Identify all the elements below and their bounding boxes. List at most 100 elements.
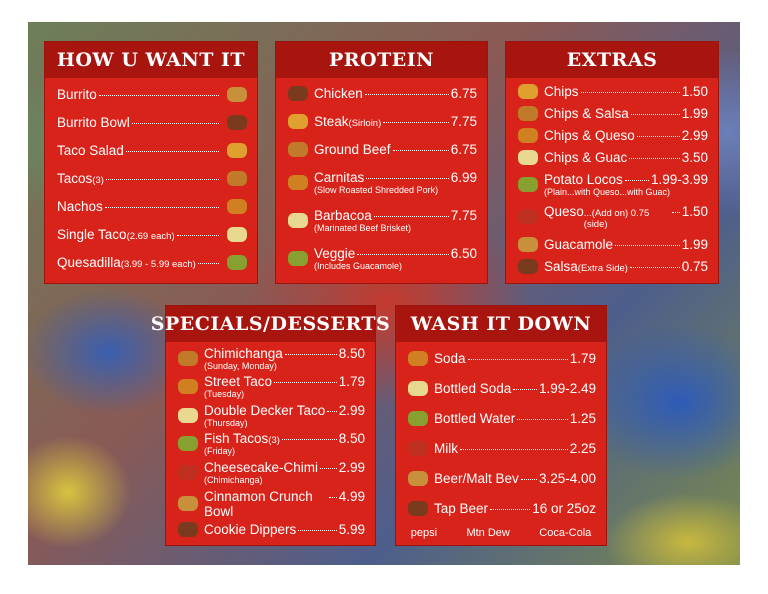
menu-item: Chips 1.50 <box>518 83 708 99</box>
item-text: Chips 1.50 <box>544 84 708 99</box>
item-price: 7.75 <box>450 207 477 223</box>
menu-item: Milk 2.25 <box>408 440 596 456</box>
food-icon <box>408 351 428 367</box>
item-price: 2.25 <box>569 440 596 456</box>
item-line: Single Taco (2.69 each) <box>57 227 221 242</box>
item-name: Milk <box>434 440 458 456</box>
dot-leader <box>629 266 680 268</box>
food-icon <box>288 174 308 190</box>
dot-leader <box>615 244 680 246</box>
panel-title: PROTEIN <box>276 42 487 78</box>
item-name: Bottled Soda <box>434 381 512 397</box>
item-name: Veggie <box>314 245 356 261</box>
item-name: Beer/Malt Bev <box>434 470 519 486</box>
item-text: Bottled Soda 1.99-2.49 <box>434 381 596 396</box>
food-icon <box>518 83 538 99</box>
item-price: 2.99 <box>338 460 365 476</box>
item-line: Cinnamon Crunch Bowl 4.99 <box>204 489 365 519</box>
item-text: Cheesecake-Chimi 2.99 (Chimichanga) <box>204 460 365 485</box>
menu-panel: WASH IT DOWN Soda 1.79 Bottled Soda 1.99-2.4… <box>396 306 606 545</box>
food-icon <box>178 496 198 512</box>
item-name: Burrito Bowl <box>57 114 130 130</box>
item-price: 6.75 <box>450 142 477 158</box>
dot-leader <box>298 530 337 532</box>
item-text: Double Decker Taco 2.99 (Thursday) <box>204 403 365 428</box>
food-icon <box>178 379 198 395</box>
item-price: 2.99 <box>338 402 365 418</box>
item-line: Chimichanga 8.50 <box>204 346 365 361</box>
food-icon <box>178 407 198 423</box>
menu-item: Veggie 6.50 (Includes Guacamole) <box>288 246 477 271</box>
item-line: Nachos <box>57 199 221 214</box>
item-name: Nachos <box>57 199 103 215</box>
menu-item: Ground Beef 6.75 <box>288 142 477 158</box>
brand-logo: pepsi <box>410 527 438 539</box>
item-line: Guacamole 1.99 <box>544 237 708 252</box>
item-name: Salsa <box>544 258 578 274</box>
item-line: Tap Beer 16 or 25oz <box>434 501 596 516</box>
item-note: (Friday) <box>204 446 235 457</box>
dot-leader <box>328 496 337 498</box>
item-text: Queso ...(Add on) 0.75 (side) 1.50 <box>544 204 708 230</box>
item-text: Burrito <box>57 87 221 102</box>
item-note: (Plain...with Queso...with Guac) <box>544 186 671 197</box>
item-name: Bottled Water <box>434 411 516 427</box>
item-name: Chips & Guac <box>544 149 628 165</box>
item-name: Barbacoa <box>314 207 372 223</box>
menu-item: Cinnamon Crunch Bowl 4.99 <box>178 489 365 519</box>
item-price: 1.79 <box>569 351 596 367</box>
menu-item: Carnitas 6.99 (Slow Roasted Shredded Pork) <box>288 170 477 195</box>
item-price: 1.25 <box>569 411 596 427</box>
food-icon <box>227 227 247 243</box>
dot-leader <box>284 353 337 355</box>
panel-title: WASH IT DOWN <box>396 306 606 342</box>
dot-leader <box>327 410 337 412</box>
menu-item: Bottled Water 1.25 <box>408 411 596 427</box>
dot-leader <box>197 263 219 265</box>
dot-leader <box>460 448 568 450</box>
dot-leader <box>281 439 337 441</box>
item-line: Ground Beef 6.75 <box>314 142 477 157</box>
food-icon <box>408 440 428 456</box>
menu-item: Fish Tacos (3) 8.50 (Friday) <box>178 431 365 456</box>
menu-item: Quesadilla (3.99 - 5.99 each) <box>57 255 247 271</box>
item-name: Potato Locos <box>544 171 623 187</box>
menu-item: Queso ...(Add on) 0.75 (side) 1.50 <box>518 204 708 230</box>
item-line: Chips & Queso 2.99 <box>544 128 708 143</box>
food-icon <box>518 209 538 224</box>
menu-item: Salsa (Extra Side) 0.75 <box>518 258 708 274</box>
item-line: Taco Salad <box>57 143 221 158</box>
item-text: Burrito Bowl <box>57 115 221 130</box>
item-text: Taco Salad <box>57 143 221 158</box>
item-text: Soda 1.79 <box>434 351 596 366</box>
item-name: Chips & Queso <box>544 127 635 143</box>
item-line: Cheesecake-Chimi 2.99 <box>204 460 365 475</box>
item-line: Double Decker Taco 2.99 <box>204 403 365 418</box>
item-price: 2.99 <box>681 127 708 143</box>
item-detail: (2.69 each) <box>126 231 175 243</box>
food-icon <box>227 114 247 130</box>
dot-leader <box>320 468 337 470</box>
dot-leader <box>176 235 219 237</box>
food-icon <box>518 258 538 274</box>
menu-item: Taco Salad <box>57 142 247 158</box>
dot-leader <box>104 207 219 209</box>
food-icon <box>227 170 247 186</box>
item-name: Soda <box>434 351 466 367</box>
item-line: Quesadilla (3.99 - 5.99 each) <box>57 255 221 270</box>
menu-item: Double Decker Taco 2.99 (Thursday) <box>178 403 365 428</box>
menu-item: Potato Locos 1.99-3.99 (Plain...with Queso… <box>518 172 708 197</box>
item-text: Steak (Sirloin) 7.75 <box>314 114 477 129</box>
panel-title: SPECIALS/DESSERTS <box>151 306 390 342</box>
item-line: Veggie 6.50 <box>314 246 477 261</box>
item-line: Carnitas 6.99 <box>314 170 477 185</box>
item-text: Veggie 6.50 (Includes Guacamole) <box>314 246 477 271</box>
item-text: Tap Beer 16 or 25oz <box>434 501 596 516</box>
item-text: Barbacoa 7.75 (Marinated Beef Brisket) <box>314 208 477 233</box>
food-icon <box>518 149 538 165</box>
item-line: Chips & Salsa 1.99 <box>544 106 708 121</box>
item-price: 16 or 25oz <box>532 500 596 516</box>
item-note: (Tuesday) <box>204 389 245 400</box>
item-text: Ground Beef 6.75 <box>314 142 477 157</box>
